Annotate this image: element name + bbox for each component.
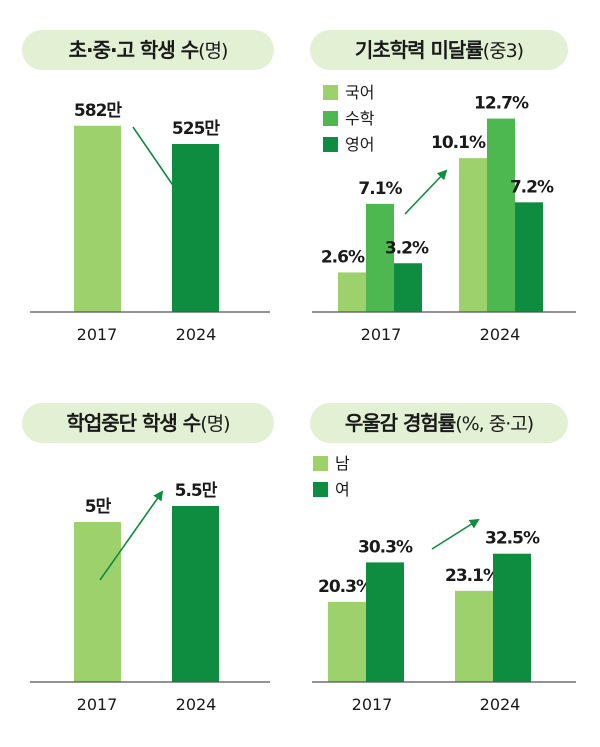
data-label: 20.3% [318,577,373,597]
bar-수학-2017 [366,203,394,312]
legend-swatch-여 [313,482,328,497]
bar-2017 [74,125,121,312]
bar-수학-2024 [487,118,515,312]
chart-title-suffix: (명) [198,40,227,62]
x-tick-label: 2017 [352,695,393,714]
data-label: 7.1% [358,179,402,199]
x-tick-label: 2024 [480,695,521,714]
bar-2024 [172,144,219,312]
bar-여-2017 [366,562,404,682]
chart-title-main: 기초학력 미달률 [355,38,483,62]
x-tick-label: 2017 [361,325,402,344]
bar-국어-2024 [459,158,487,312]
data-label: 525만 [172,119,220,139]
chart-title: 초·중·고 학생 수(명) [69,38,228,62]
data-label: 5만 [85,497,112,517]
legend-swatch-영어 [323,137,338,152]
x-tick-label: 2024 [480,325,521,344]
trend-arrow [132,126,196,218]
legend-swatch-국어 [323,85,338,100]
x-tick-label: 2024 [176,325,217,344]
data-label: 2.6% [321,247,365,267]
data-label: 32.5% [485,529,540,549]
chart-panel-3: 학업중단 학생 수(명) 5만 5.5만 2017 2024 [22,403,274,714]
chart-panel-2: 기초학력 미달률(중3) 2.6% 10.1% 7.1% 12.7% 3.2% 7.2% 국어… [310,30,576,344]
legend-swatch-남 [313,456,328,471]
legend-swatch-수학 [323,111,338,126]
bar-남-2024 [455,590,493,682]
chart-panel-4: 우울감 경험률(%, 중·고) 20.3% 23.1% 30.3% 32.5% 남여 201… [310,403,576,714]
chart-title: 기초학력 미달률(중3) [355,38,523,62]
title-pill [22,403,274,443]
data-label: 23.1% [445,566,500,586]
x-tick-label: 2024 [176,695,217,714]
data-label: 582만 [74,101,122,121]
chart-title-main: 우울감 경험률 [345,411,456,435]
title-pill [310,403,568,443]
bar-2024 [172,506,219,682]
data-label: 30.3% [358,537,413,557]
trend-arrow [99,490,164,581]
bar-영어-2017 [394,263,422,312]
chart-title-main: 초·중·고 학생 수 [69,38,199,62]
data-label: 3.2% [385,238,429,258]
x-tick-label: 2017 [77,695,118,714]
chart-panel-1: 초·중·고 학생 수(명) 582만 525만 2017 2024 [22,30,274,344]
legend-label: 여 [335,480,350,499]
title-pill [22,30,274,70]
legend-label: 수학 [345,109,375,128]
data-label: 7.2% [510,177,554,197]
data-label: 10.1% [431,133,486,153]
chart-title-suffix: (%, 중·고) [455,413,533,435]
legend-label: 국어 [345,83,374,102]
trend-arrow [431,518,480,550]
legend-label: 영어 [345,135,374,154]
legend-label: 남 [335,454,350,473]
chart-title-suffix: (중3) [483,40,523,62]
chart-title-main: 학업중단 학생 수 [66,411,200,435]
bar-남-2017 [328,601,366,682]
chart-title: 학업중단 학생 수(명) [66,411,229,435]
title-pill [310,30,568,70]
bar-여-2024 [493,553,531,682]
bar-2017 [74,522,121,682]
data-label: 5.5만 [175,481,218,501]
bar-영어-2024 [515,202,543,312]
trend-arrow [404,169,448,215]
data-label: 12.7% [474,94,529,114]
bar-국어-2017 [338,272,366,312]
x-tick-label: 2017 [77,325,118,344]
chart-title-suffix: (명) [200,413,229,435]
chart-title: 우울감 경험률(%, 중·고) [345,411,533,435]
